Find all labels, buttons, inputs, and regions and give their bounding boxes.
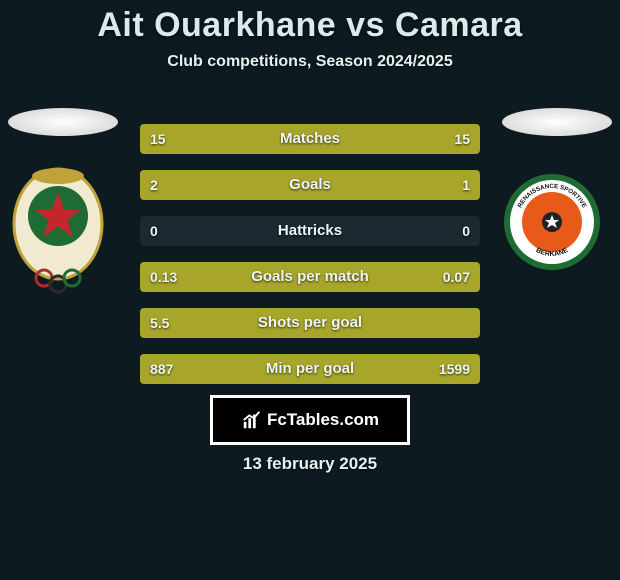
stat-label: Matches [140, 124, 480, 154]
left-player-badge [8, 108, 118, 301]
chart-icon [241, 409, 263, 431]
right-crest-icon: RENAISSANCE SPORTIVE BERKANE [502, 172, 602, 272]
stat-label: Goals [140, 170, 480, 200]
stats-container: 1515Matches 21Goals 00Hattricks 0.130.07Goa… [140, 124, 480, 400]
stat-row: 5.5Shots per goal [140, 308, 480, 338]
page-title: Ait Ouarkhane vs Camara [0, 0, 620, 45]
branding-text: FcTables.com [267, 410, 379, 430]
stat-label: Min per goal [140, 354, 480, 384]
branding-box[interactable]: FcTables.com [210, 395, 410, 445]
stat-row: 0.130.07Goals per match [140, 262, 480, 292]
date-text: 13 february 2025 [0, 454, 620, 474]
stat-row: 1515Matches [140, 124, 480, 154]
page-subtitle: Club competitions, Season 2024/2025 [0, 53, 620, 71]
right-ellipse [502, 108, 612, 136]
stat-label: Shots per goal [140, 308, 480, 338]
stat-label: Hattricks [140, 216, 480, 246]
stat-row: 21Goals [140, 170, 480, 200]
left-crest-icon [8, 166, 108, 296]
stat-row: 00Hattricks [140, 216, 480, 246]
left-ellipse [8, 108, 118, 136]
stat-row: 8871599Min per goal [140, 354, 480, 384]
right-player-badge: RENAISSANCE SPORTIVE BERKANE [502, 108, 612, 277]
stat-label: Goals per match [140, 262, 480, 292]
